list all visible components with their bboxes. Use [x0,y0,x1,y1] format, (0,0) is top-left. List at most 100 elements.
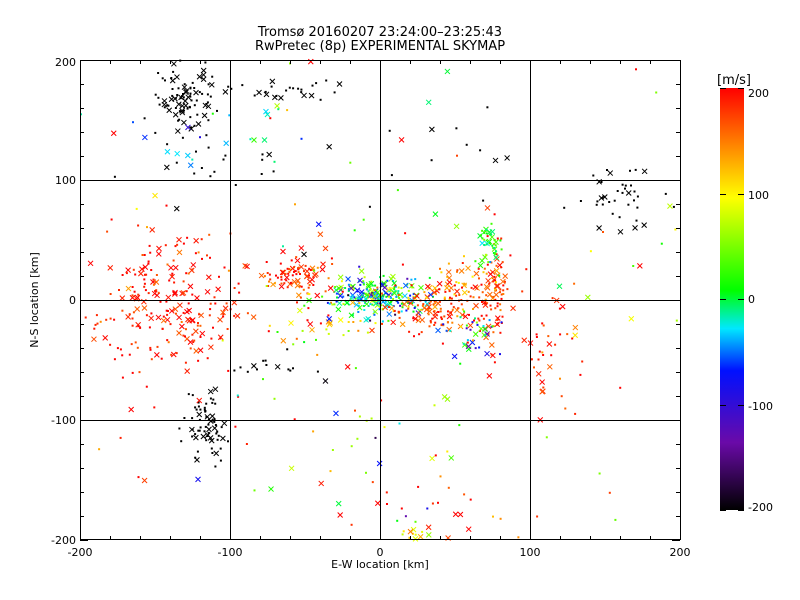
data-point-dot [616,190,619,192]
data-point-dot [324,290,327,293]
data-point-dot [401,306,404,309]
data-point-dot [392,280,395,283]
data-point-dot [154,290,157,292]
data-point-dot [285,89,288,92]
data-point-dot [392,310,395,313]
data-point-cross [183,89,189,96]
x-tick-label: 100 [520,546,541,559]
data-point-cross [193,434,199,441]
data-point-dot [480,314,483,317]
data-point-dot [342,295,345,298]
data-point-dot [350,523,353,526]
data-point-dot [595,203,598,206]
data-point-cross [298,245,305,251]
data-point-dot [191,435,194,438]
data-point-cross [445,269,452,275]
data-point-cross [348,295,355,301]
data-point-dot [472,308,474,310]
data-point-dot [241,84,244,87]
data-point-dot [374,297,377,300]
data-point-dot [289,268,292,271]
data-point-dot [171,272,174,275]
data-point-cross [196,73,203,80]
data-point-cross [183,88,190,94]
data-point-dot [293,270,295,273]
data-point-dot [476,323,479,326]
data-point-dot [542,324,545,327]
data-point-dot [296,280,299,283]
data-point-dot [263,275,266,278]
data-point-dot [216,438,219,441]
data-point-dot [407,298,410,301]
data-point-dot [205,439,208,442]
data-point-cross [388,305,395,312]
data-point-cross [288,465,295,472]
data-point-dot [194,252,197,255]
data-point-cross [465,265,471,272]
data-point-dot [149,251,152,254]
data-point-dot [425,296,428,299]
data-point-cross [376,460,383,467]
data-point-dot [228,114,231,117]
data-point-dot [407,296,410,299]
data-point-dot [211,112,214,115]
data-point-dot [469,328,472,331]
data-point-dot [204,410,207,413]
data-point-dot [606,169,608,171]
data-point-cross [187,283,194,290]
data-point-dot [308,293,311,296]
data-point-dot [496,302,499,305]
data-point-dot [385,491,388,494]
data-point-dot [165,300,168,303]
data-point-dot [447,486,450,489]
data-point-dot [481,291,484,294]
data-point-dot [192,341,195,343]
data-point-cross [185,124,191,131]
data-point-dot [378,302,381,305]
data-point-dot [368,205,371,208]
data-point-dot [449,296,451,299]
data-point-cross [198,312,205,319]
data-point-cross [195,476,201,483]
data-point-dot [394,290,397,293]
data-point-dot [264,359,267,362]
data-point-dot [197,359,200,362]
data-point-cross [190,262,197,268]
data-point-dot [500,248,503,251]
data-point-cross [213,450,220,457]
data-point-dot [439,310,442,313]
data-point-dot [303,304,306,307]
data-point-dot [409,302,412,305]
data-point-dot [222,158,225,161]
data-point-cross [444,285,450,291]
data-point-dot [448,298,451,301]
data-point-dot [472,339,474,342]
data-point-cross [288,320,294,326]
data-point-cross [496,262,503,269]
data-point-cross [242,263,249,269]
data-point-dot [445,329,448,332]
data-point-dot [170,274,173,277]
data-point-dot [312,284,315,286]
data-point-dot [456,154,458,157]
data-point-cross [165,294,172,301]
data-point-cross [107,264,114,271]
data-point-dot [481,301,483,303]
data-point-dot [144,273,146,276]
data-point-dot [304,264,307,267]
data-point-dot [478,296,481,299]
data-point-dot [530,358,533,361]
data-point-cross [465,343,472,350]
data-point-dot [579,373,582,376]
data-point-dot [402,530,405,533]
data-point-dot [366,294,369,297]
data-point-cross [155,314,162,321]
data-point-dot [440,318,443,320]
data-point-dot [187,272,190,275]
data-point-dot [182,242,185,245]
data-point-dot [150,358,153,361]
data-point-cross [417,533,424,540]
data-point-dot [167,341,170,344]
data-point-cross [572,332,579,339]
data-point-dot [280,282,283,285]
